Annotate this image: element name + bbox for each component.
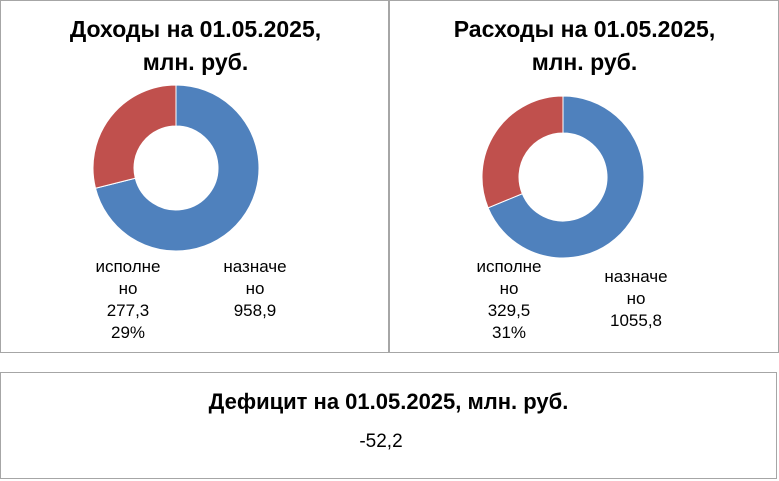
chart-title: Расходы на 01.05.2025, млн. руб. <box>453 16 716 75</box>
category-label: назначено <box>223 257 287 298</box>
donut-segment <box>94 84 260 252</box>
value-label: 958,9 <box>233 301 277 320</box>
value-label: 277,3 <box>106 301 150 320</box>
data-label: назначено 1055,8 <box>603 266 669 332</box>
donut-segment <box>481 95 564 209</box>
value-label: 1055,8 <box>610 311 662 330</box>
donut <box>481 95 645 259</box>
donut-segment <box>487 95 645 259</box>
category-label: исполнено <box>476 257 542 298</box>
category-label: исполнено <box>95 257 161 298</box>
donut-segment <box>92 84 177 189</box>
value-label: 329,5 <box>487 301 531 320</box>
chart-title: Доходы на 01.05.2025, млн. руб. <box>69 16 322 75</box>
data-label: назначено 958,9 <box>222 256 288 322</box>
chart-panel: Доходы на 01.05.2025, млн. руб. назначено… <box>0 0 389 353</box>
category-label: назначено <box>604 267 668 308</box>
percent-label: 31% <box>491 323 527 342</box>
deficit-panel: Дефицит на 01.05.2025, млн. руб. -52,2 <box>0 372 777 479</box>
donut <box>92 84 260 252</box>
deficit-title: Дефицит на 01.05.2025, млн. руб. <box>208 389 569 414</box>
data-label: исполнено 329,5 31% <box>476 256 542 344</box>
deficit-value: -52,2 <box>359 431 403 452</box>
chart-panel: Расходы на 01.05.2025, млн. руб. назначен… <box>389 0 779 353</box>
data-label: исполнено 277,3 29% <box>95 256 161 344</box>
percent-label: 29% <box>110 323 146 342</box>
